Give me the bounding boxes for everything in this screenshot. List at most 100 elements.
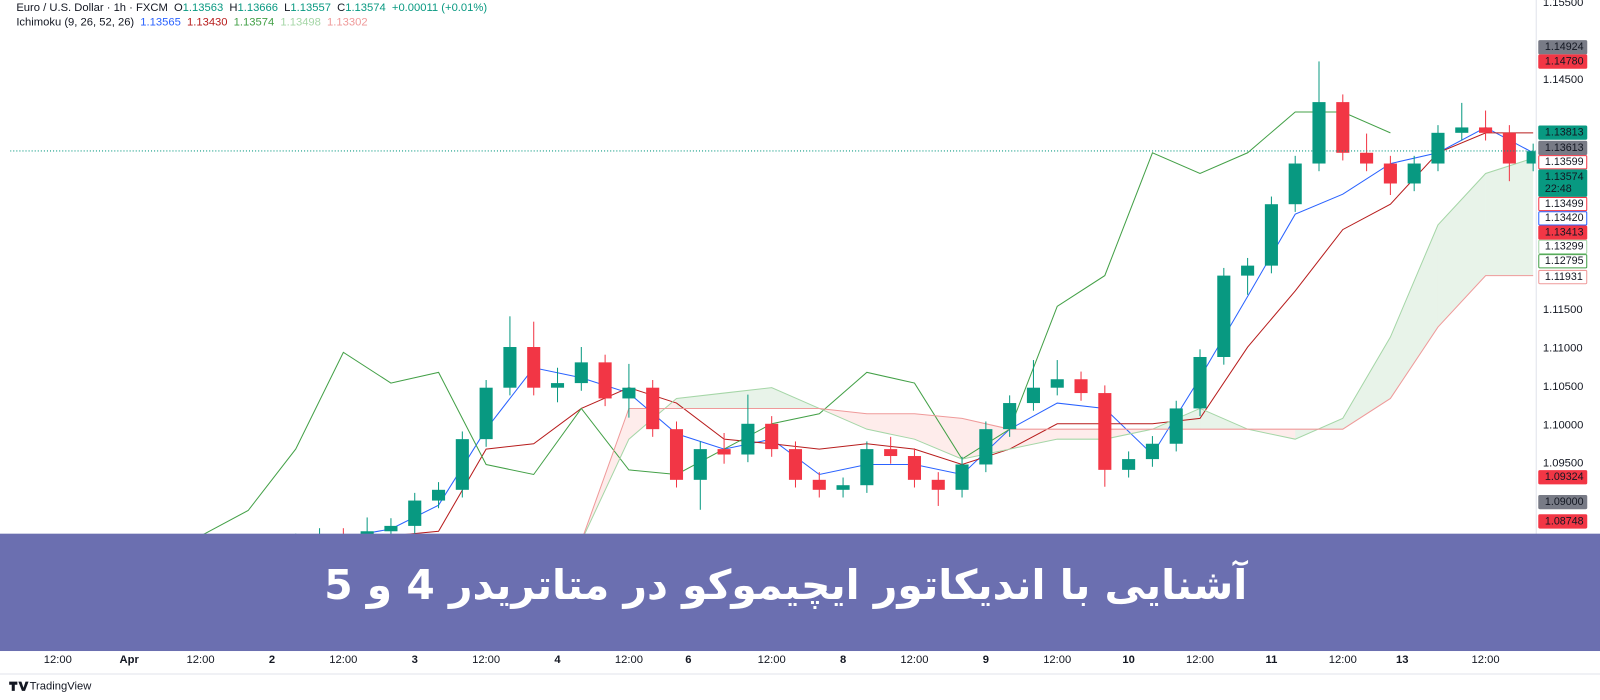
legend-row: Euro / U.S. Dollar · 1h · FXCM O1.13563 H1…: [16, 2, 487, 14]
candle-body: [1193, 356, 1207, 409]
price-badge: [1538, 155, 1588, 170]
brand: TradingView: [30, 681, 93, 693]
x-tick-label: 12:00: [1043, 654, 1071, 666]
price-badge: [1538, 239, 1588, 255]
x-tick-label: 12:00: [758, 654, 786, 666]
price-badge-label: 1.13599: [1545, 156, 1584, 168]
candle-body: [979, 429, 993, 465]
price-badge-label: 1.13813: [1545, 126, 1584, 138]
ohlc-value: 1.13563: [183, 2, 224, 14]
candle-body: [1502, 132, 1516, 164]
price-badge: [1538, 225, 1588, 240]
candle-body: [1241, 265, 1255, 276]
price-badge-label: 1.13413: [1545, 226, 1584, 238]
candle-body: [1003, 403, 1017, 430]
y-tick-label: 1.11000: [1543, 343, 1583, 355]
candle-body: [1050, 379, 1064, 388]
candle-body: [1431, 132, 1445, 164]
y-tick-label: 1.15500: [1543, 0, 1584, 9]
candle-body: [455, 439, 469, 490]
cloud-segment: [1009, 429, 1058, 450]
indicator-value: 1.13430: [187, 16, 228, 28]
candle-body: [765, 423, 779, 450]
candle-body: [1145, 443, 1159, 460]
candle-body: [503, 347, 517, 388]
logo: [9, 681, 29, 691]
ohlc-key: O: [174, 2, 183, 14]
price-badge: [1538, 211, 1588, 226]
price-badge: [1538, 40, 1588, 55]
candle-body: [693, 449, 707, 480]
price-badge: [1538, 470, 1588, 485]
banner-text: آشنایی با اندیکاتور ایچیموکو در متاتریدر…: [324, 560, 1248, 610]
time-axis: 12:00 Apr 12:00 2 12:00 3 12:00 4 12:00 6 12:00 8 12…: [44, 654, 1500, 666]
price-badge: [1538, 494, 1588, 510]
x-tick-label: 8: [840, 654, 846, 666]
change: +0.00011 (+0.01%): [392, 2, 487, 14]
price-badge-label: 1.14780: [1545, 55, 1584, 67]
x-tick-label: 3: [412, 654, 418, 666]
banner: [0, 533, 1600, 652]
x-tick-label: 6: [685, 654, 691, 666]
cloud-segment: [676, 393, 725, 409]
x-tick-label: 10: [1122, 654, 1134, 666]
price-badge: [1538, 514, 1588, 529]
candle-body: [1169, 408, 1183, 444]
candle-body: [717, 449, 731, 455]
candle-body: [741, 423, 755, 455]
y-tick-label: 1.10000: [1543, 419, 1584, 431]
price-badge-label: 1.12795: [1545, 255, 1584, 267]
ohlc-key: L: [284, 2, 290, 14]
candle-body: [955, 464, 969, 490]
price-badge: [1538, 125, 1588, 140]
candle-body: [907, 456, 922, 480]
price-badge: [1538, 54, 1588, 69]
x-tick-label: 12:00: [900, 654, 928, 666]
cloud-segment: [1485, 158, 1534, 276]
candle-body: [1026, 387, 1040, 404]
y-tick-label: 1.09500: [1543, 458, 1584, 470]
price-badge-label: 1.14924: [1545, 41, 1584, 53]
cloud-segment: [1390, 224, 1438, 399]
price-badge: [1538, 254, 1588, 269]
x-tick-label: 2: [269, 654, 275, 666]
price-badge-label: 1.13613: [1545, 142, 1584, 154]
x-tick-label: 11: [1265, 654, 1277, 666]
ohlc-value: 1.13666: [237, 2, 278, 14]
candle-body: [1407, 163, 1421, 184]
x-tick-label: 12:00: [1186, 654, 1214, 666]
candle-body: [836, 485, 850, 490]
candle-body: [1122, 459, 1136, 470]
candle-body: [1526, 151, 1536, 164]
candle-body: [1288, 163, 1302, 205]
candle-body: [622, 387, 636, 399]
candle-body: [574, 362, 588, 384]
countdown: 22:48: [1545, 183, 1572, 195]
x-tick-label: 12:00: [1472, 654, 1500, 666]
price-badge-label: 1.09000: [1545, 496, 1584, 508]
candle-body: [1479, 127, 1493, 133]
ohlc-value: 1.13557: [290, 2, 331, 14]
indicator-value: 1.13565: [140, 16, 181, 28]
candle-body: [1217, 275, 1231, 357]
cloud-segment: [914, 413, 963, 460]
candle-body: [1360, 152, 1374, 164]
x-tick-label: 12:00: [1329, 654, 1357, 666]
candle-body: [479, 387, 493, 440]
candle-body: [1455, 127, 1469, 133]
candle-body: [527, 347, 541, 388]
x-tick-label: 12:00: [472, 654, 500, 666]
price-badge-label: 1.11931: [1545, 271, 1583, 283]
candle-body: [646, 387, 660, 430]
y-tick-label: 1.14500: [1543, 74, 1584, 86]
candle-body: [384, 525, 398, 532]
candle-body: [1312, 102, 1326, 164]
price-badge-label: 1.13574: [1545, 171, 1584, 183]
price-badge: [1538, 269, 1588, 285]
candle-body: [598, 362, 612, 399]
candle-body: [669, 429, 684, 480]
legend: Euro / U.S. Dollar · 1h · FXCM O1.13563 H1…: [16, 2, 487, 28]
candle-body: [860, 449, 874, 486]
candle-body: [408, 500, 422, 526]
